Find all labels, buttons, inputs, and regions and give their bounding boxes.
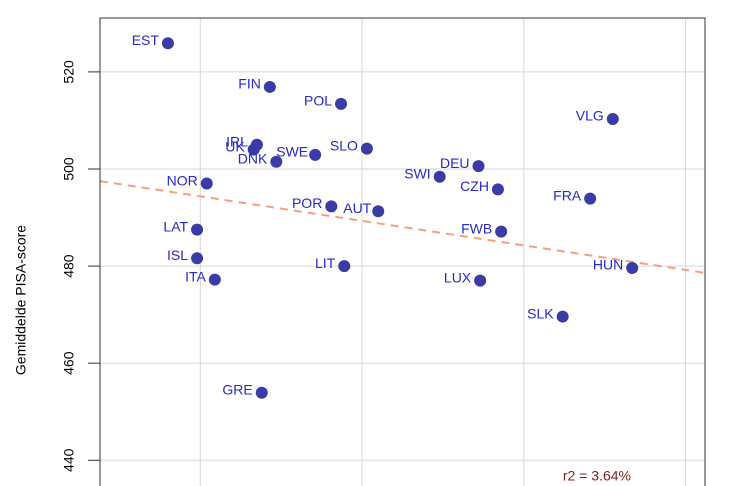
- point: [338, 260, 351, 273]
- point-label: POL: [304, 93, 332, 109]
- point-label: GRE: [222, 381, 252, 397]
- point: [200, 177, 213, 190]
- point: [360, 142, 373, 155]
- point-label: SLO: [330, 137, 358, 153]
- point-label: DEU: [440, 155, 470, 171]
- point: [433, 170, 446, 183]
- point: [335, 97, 348, 110]
- point: [208, 273, 221, 286]
- point-label: VLG: [576, 108, 604, 124]
- point-label: POR: [292, 195, 322, 211]
- annotation: r2 = 3.64%: [563, 468, 631, 484]
- point-label: FWB: [461, 220, 492, 236]
- point: [472, 160, 485, 173]
- point: [556, 310, 569, 323]
- point-label: LUX: [444, 269, 472, 285]
- point-label: SLK: [527, 305, 554, 321]
- point-label: ISL: [167, 247, 188, 263]
- point: [191, 223, 204, 236]
- point-label: LAT: [163, 218, 188, 234]
- point-label: ITA: [185, 268, 206, 284]
- point: [325, 200, 338, 213]
- point-label: UK: [225, 138, 245, 154]
- point: [491, 183, 504, 196]
- y-tick-label: 480: [61, 254, 77, 278]
- point-label: HUN: [593, 257, 623, 273]
- point-label: DNK: [238, 150, 268, 166]
- y-tick-label: 460: [61, 351, 77, 375]
- trend-line: [100, 180, 705, 274]
- point-label: CZH: [460, 178, 489, 194]
- point: [474, 274, 487, 287]
- point-label: NOR: [167, 172, 198, 188]
- point-label: LIT: [315, 255, 336, 271]
- y-tick-label: 440: [61, 448, 77, 472]
- point: [495, 225, 508, 238]
- point-label: IRL: [226, 133, 248, 149]
- point-label: SWE: [276, 144, 308, 160]
- y-axis-label: Gemiddelde PISA-score: [13, 225, 29, 375]
- point: [191, 252, 204, 265]
- point: [372, 205, 385, 218]
- point: [247, 143, 260, 156]
- point-label: FIN: [238, 76, 261, 92]
- y-tick-label: 520: [61, 60, 77, 84]
- y-tick-label: 500: [61, 157, 77, 181]
- point-label: FRA: [553, 187, 582, 203]
- point: [626, 262, 639, 275]
- point: [255, 386, 268, 399]
- point: [309, 148, 322, 161]
- point: [161, 37, 174, 50]
- point: [584, 192, 597, 205]
- point: [606, 112, 619, 125]
- plot-frame: [99, 17, 706, 486]
- point-label: AUT: [343, 200, 371, 216]
- point-label: EST: [132, 32, 160, 48]
- point: [270, 155, 283, 168]
- point: [263, 80, 276, 93]
- point-label: SWI: [404, 165, 430, 181]
